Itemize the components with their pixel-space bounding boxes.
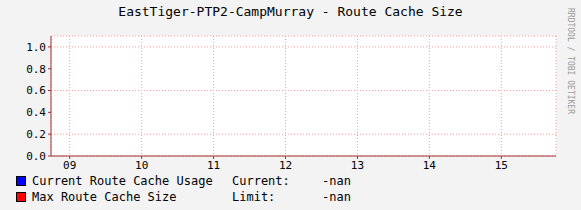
svg-text:13: 13 [351, 159, 364, 172]
html-text:Max Route Cache Size: Max Route Cache Size [32, 190, 177, 204]
svg-text:11: 11 [207, 159, 220, 172]
html-text:-nan: -nan [322, 174, 351, 188]
html-text:Current Route Cache Usage: Current Route Cache Usage [32, 174, 213, 188]
html-text:Limit:: Limit: [232, 190, 276, 204]
html-text:RRDTOOL / TOBI OETIKER: RRDTOOL / TOBI OETIKER [566, 8, 575, 114]
svg-text:10: 10 [135, 159, 148, 172]
svg-text:0.6: 0.6 [26, 84, 46, 97]
html-text:-nan: -nan [322, 190, 351, 204]
svg-text:0.0: 0.0 [26, 150, 46, 163]
svg-text:14: 14 [423, 159, 437, 172]
svg-text:15: 15 [495, 159, 508, 172]
svg-text:0.8: 0.8 [26, 63, 46, 76]
svg-text:1.0: 1.0 [26, 41, 46, 54]
svg-text:0.4: 0.4 [26, 106, 46, 119]
html-text:Current:: Current: [232, 174, 290, 188]
svg-text:09: 09 [63, 159, 76, 172]
html-text:EastTiger-PTP2-CampMurray - Ro: EastTiger-PTP2-CampMurray - Route Cache … [118, 4, 463, 19]
svg-text:0.2: 0.2 [26, 128, 46, 141]
svg-text:12: 12 [279, 159, 292, 172]
